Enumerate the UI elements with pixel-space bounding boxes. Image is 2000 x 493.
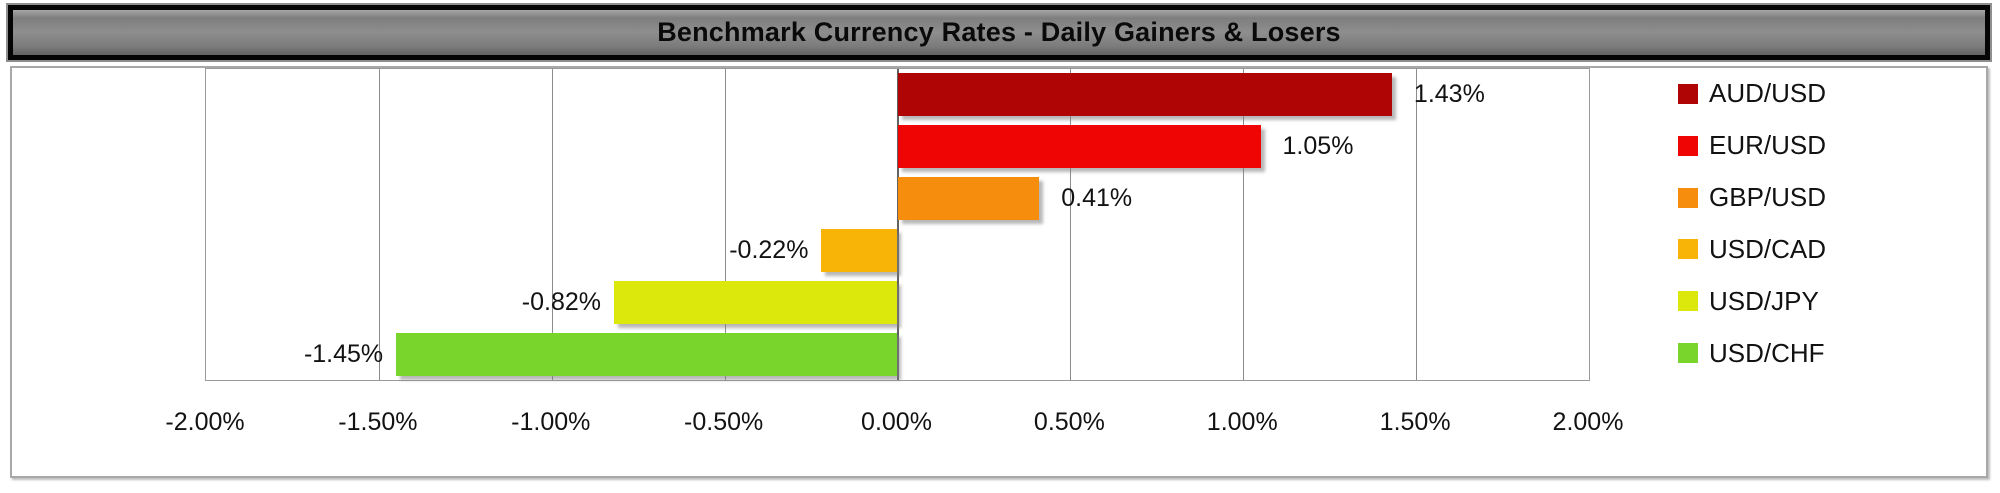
bar-value-label: -0.82%: [521, 287, 601, 316]
gridline: [724, 69, 726, 380]
x-tick-label: 1.50%: [1379, 408, 1451, 436]
x-tick-label: -2.00%: [165, 408, 245, 436]
legend-label: GBP/USD: [1709, 182, 1827, 213]
legend-swatch-icon: [1678, 187, 1698, 208]
bar-gbp-usd[interactable]: [897, 177, 1040, 221]
bar-value-label: -1.45%: [303, 339, 384, 368]
bar-value-label: 1.43%: [1413, 80, 1485, 109]
bar-aud-usd[interactable]: [897, 73, 1392, 117]
x-tick-label: 0.00%: [861, 408, 932, 436]
x-tick-label: -0.50%: [684, 408, 764, 436]
legend-label: EUR/USD: [1709, 130, 1827, 161]
chart-title-banner: Benchmark Currency Rates - Daily Gainers…: [6, 3, 1992, 62]
chart-title: Benchmark Currency Rates - Daily Gainers…: [657, 17, 1341, 47]
legend-label: AUD/USD: [1709, 78, 1827, 109]
gridline: [1070, 69, 1072, 380]
legend-swatch-icon: [1678, 239, 1698, 260]
gridline: [1416, 69, 1418, 380]
gridline: [378, 69, 380, 380]
zero-axis-line: [896, 69, 899, 380]
legend-label: USD/CAD: [1709, 233, 1827, 264]
x-axis: -2.00% -1.50% -1.00% -0.50% 0.00% 0.50% 1.00% 1…: [165, 408, 1623, 444]
x-tick-label: -1.00%: [511, 408, 591, 436]
legend-label: USD/JPY: [1709, 285, 1819, 316]
legend: AUD/USD EUR/USD GBP/USD USD/CAD USD/JPY USD/C…: [1678, 68, 1978, 448]
bar-eur-usd[interactable]: [897, 125, 1261, 169]
legend-swatch-icon: [1678, 83, 1698, 104]
x-tick-label: 0.50%: [1033, 408, 1105, 436]
bar-value-label: 1.05%: [1282, 132, 1354, 161]
legend-item-aud-usd[interactable]: AUD/USD: [1678, 77, 1826, 111]
legend-item-eur-usd[interactable]: EUR/USD: [1678, 129, 1826, 163]
x-tick-label: 1.00%: [1206, 408, 1278, 436]
legend-swatch-icon: [1678, 291, 1698, 312]
bar-usd-jpy[interactable]: [613, 280, 898, 324]
legend-swatch-icon: [1678, 343, 1698, 364]
bar-value-label: 0.41%: [1061, 184, 1133, 213]
gridline: [1243, 69, 1245, 380]
legend-swatch-icon: [1678, 135, 1698, 156]
bar-usd-chf[interactable]: [396, 332, 898, 376]
legend-label: USD/CHF: [1709, 337, 1825, 368]
gridline: [551, 69, 553, 380]
chart-area: 1.43% 1.05% 0.41% -0.22% -0.82% -1.45% -2.00%…: [10, 66, 1988, 478]
legend-item-usd-chf[interactable]: USD/CHF: [1678, 336, 1825, 370]
plot-area: 1.43% 1.05% 0.41% -0.22% -0.82% -1.45%: [205, 68, 1590, 381]
bar-value-label: -0.22%: [729, 235, 809, 264]
legend-item-usd-cad[interactable]: USD/CAD: [1678, 232, 1826, 266]
bar-usd-cad[interactable]: [821, 228, 898, 272]
legend-item-usd-jpy[interactable]: USD/JPY: [1678, 284, 1819, 318]
x-tick-label: -1.50%: [338, 408, 418, 436]
legend-item-gbp-usd[interactable]: GBP/USD: [1678, 181, 1826, 215]
x-tick-label: 2.00%: [1552, 408, 1624, 436]
